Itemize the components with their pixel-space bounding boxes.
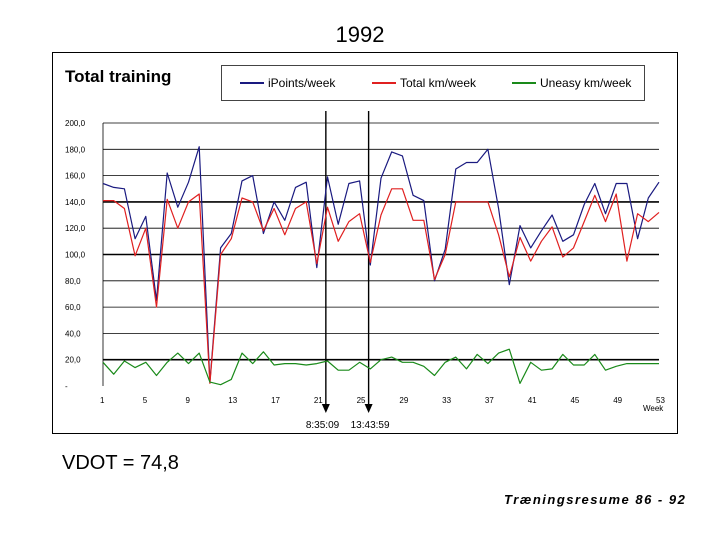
x-tick-label: 1 — [100, 396, 105, 405]
legend-item-ipoints: iPoints/week — [240, 66, 335, 100]
y-tick-label: 180,0 — [65, 145, 86, 154]
x-tick-label: 17 — [271, 396, 280, 405]
x-tick-label: 21 — [314, 396, 323, 405]
y-tick-label: - — [65, 382, 68, 391]
vdot-label: VDOT = 74,8 — [62, 452, 179, 474]
legend-item-uneasy-km: Uneasy km/week — [512, 66, 631, 100]
y-tick-label: 140,0 — [65, 198, 86, 207]
x-axis-label: Week — [643, 404, 664, 413]
series-line-uneasy_km — [102, 348, 659, 386]
y-tick-label: 200,0 — [65, 119, 86, 128]
y-tick-label: 60,0 — [65, 303, 81, 312]
marker-label: 8:35:09 — [306, 420, 340, 431]
series-line-ipoints — [102, 146, 660, 383]
line-chart: - 20,0 40,0 60,0 80,0 100,0 120,0 140,0 160,0 180… — [65, 111, 665, 431]
legend-label-total-km: Total km/week — [400, 76, 477, 90]
legend-swatch-ipoints — [240, 82, 264, 84]
y-tick-label: 100,0 — [65, 251, 86, 260]
y-tick-label: 160,0 — [65, 172, 86, 181]
y-tick-label: 80,0 — [65, 277, 81, 286]
legend-item-total-km: Total km/week — [372, 66, 476, 100]
legend-label-ipoints: iPoints/week — [268, 76, 336, 90]
chart-legend: iPoints/week Total km/week Uneasy km/wee… — [221, 65, 645, 101]
x-tick-label: 13 — [228, 396, 237, 405]
y-tick-label: 120,0 — [65, 224, 86, 233]
footer-caption: Træningsresume 86 - 92 — [504, 492, 687, 507]
chart-title: Total training — [65, 67, 172, 86]
y-tick-label: 20,0 — [65, 356, 81, 365]
x-tick-label: 41 — [528, 396, 537, 405]
legend-label-uneasy-km: Uneasy km/week — [540, 76, 632, 90]
chart-frame: - 20,0 40,0 60,0 80,0 100,0 120,0 140,0 160,0 180… — [52, 52, 678, 434]
x-tick-label: 9 — [186, 396, 191, 405]
x-tick-label: 45 — [570, 396, 579, 405]
x-tick-label: 33 — [442, 396, 451, 405]
x-tick-label: 49 — [613, 396, 622, 405]
series-line-total_km — [103, 188, 660, 384]
legend-swatch-total-km — [372, 82, 396, 84]
marker-arrowhead — [364, 404, 373, 413]
x-tick-label: 29 — [399, 396, 408, 405]
x-tick-label: 37 — [485, 396, 494, 405]
y-tick-label: 40,0 — [65, 329, 81, 338]
legend-swatch-uneasy-km — [512, 82, 536, 84]
x-tick-label: 25 — [357, 396, 366, 405]
marker-arrowhead — [321, 404, 330, 413]
marker-label: 13:43:59 — [351, 420, 390, 431]
x-tick-label: 5 — [143, 396, 148, 405]
slide-title: 1992 — [335, 22, 385, 47]
x-tick-label: 53 — [656, 396, 665, 405]
